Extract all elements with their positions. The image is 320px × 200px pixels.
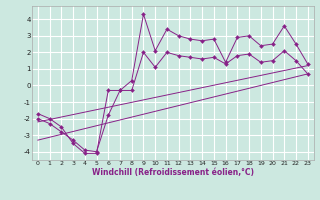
X-axis label: Windchill (Refroidissement éolien,°C): Windchill (Refroidissement éolien,°C): [92, 168, 254, 177]
